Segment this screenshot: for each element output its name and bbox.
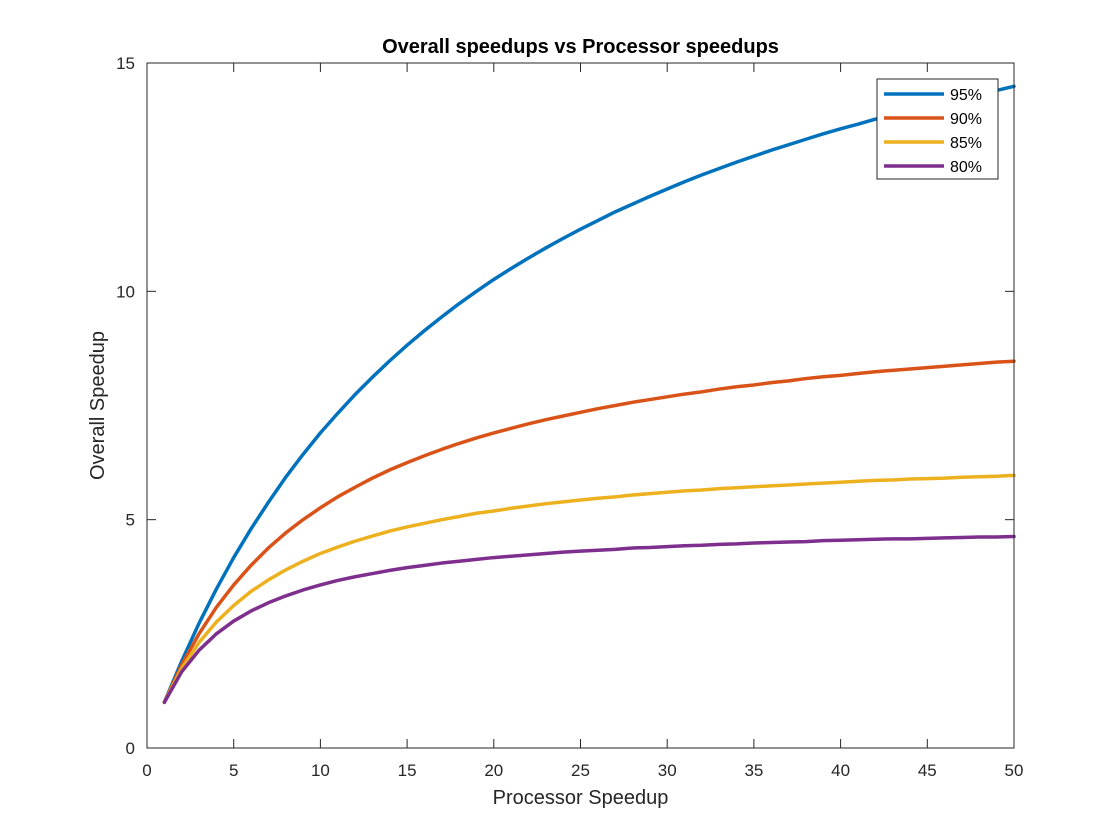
x-tick-label: 15 (398, 761, 417, 780)
x-tick-label: 30 (658, 761, 677, 780)
x-tick-label: 25 (571, 761, 590, 780)
y-tick-label: 15 (116, 54, 135, 73)
series-line-1 (162, 84, 1016, 705)
x-tick-label: 35 (744, 761, 763, 780)
legend-label: 85% (950, 135, 982, 152)
legend-label: 95% (950, 87, 982, 104)
x-tick-label: 45 (918, 761, 937, 780)
legend-label: 80% (950, 159, 982, 176)
x-tick-label: 0 (142, 761, 151, 780)
series-line-4 (162, 534, 1016, 705)
x-tick-label: 5 (229, 761, 238, 780)
y-tick-label: 10 (116, 282, 135, 301)
y-tick-label: 0 (126, 739, 135, 758)
chart-title: Overall speedups vs Processor speedups (382, 36, 779, 58)
y-tick-label: 5 (126, 511, 135, 530)
x-tick-label: 40 (831, 761, 850, 780)
x-axis-label: Processor Speedup (493, 787, 669, 809)
x-tick-label: 20 (484, 761, 503, 780)
legend: 95% 90% 85% 80% (876, 78, 999, 180)
x-tick-label: 50 (1005, 761, 1024, 780)
tick-layer: 0 5 10 15 20 25 30 35 40 45 50 0 5 10 15 (116, 54, 1023, 780)
plot-area (147, 63, 1014, 748)
x-tick-label: 10 (311, 761, 330, 780)
series-line-2 (162, 359, 1016, 705)
series-layer (162, 84, 1016, 705)
series-line-3 (162, 473, 1016, 705)
legend-label: 90% (950, 111, 982, 128)
y-axis-label: Overall Speedup (87, 331, 109, 480)
